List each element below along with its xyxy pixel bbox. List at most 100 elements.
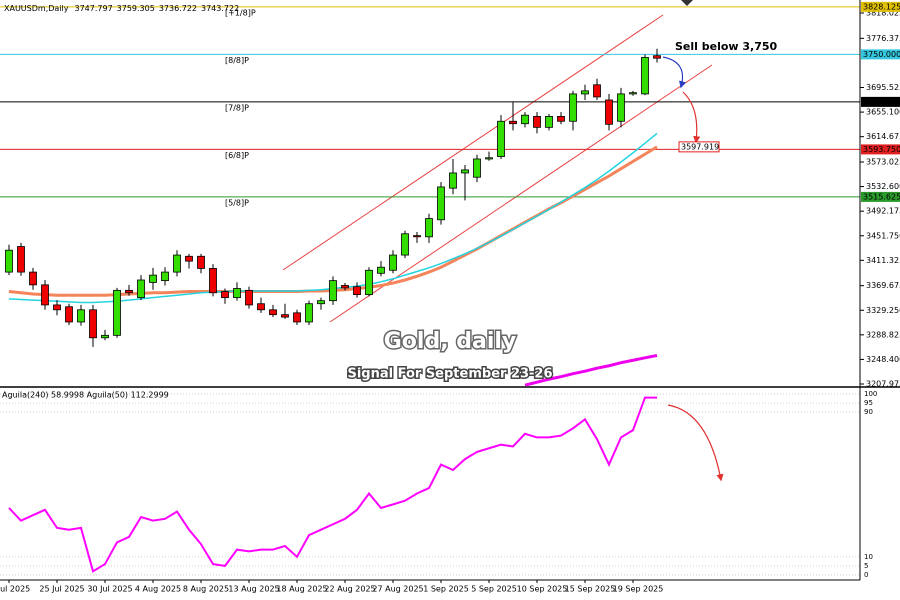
candle-body [629, 92, 637, 95]
candle-body [425, 218, 433, 238]
oscillator-line [8, 396, 657, 573]
y-tick-label: 3329.250 [866, 306, 900, 315]
candle-body [377, 266, 385, 274]
arrow [682, 91, 701, 144]
candle-body [605, 99, 613, 125]
y-tick-label: 3207.975 [866, 380, 900, 389]
y-tick-label: 3818.025 [866, 8, 900, 17]
candle-body [233, 288, 241, 299]
y-tick-label: 0 [864, 571, 868, 579]
y-tick-label: 3695.525 [866, 83, 900, 92]
candle-body [329, 280, 337, 302]
channel-line [282, 14, 664, 271]
x-tick-label: 5 Sep 2025 [471, 585, 517, 594]
axes: 3207.975 3248.400 3288.825 3329.250 3369.675… [0, 0, 900, 583]
candle-body [569, 93, 577, 122]
candle-body [281, 314, 289, 318]
arrow [662, 56, 687, 89]
candle-body [77, 309, 85, 323]
candle-body [173, 254, 181, 273]
y-tick-label: 3614.675 [866, 132, 900, 141]
y-tick-label: 3451.750 [866, 231, 900, 240]
y-tick-label: 3369.675 [866, 281, 900, 290]
candle-body [461, 169, 469, 174]
candle-body [149, 274, 157, 283]
candle-body [89, 309, 97, 339]
candle-body [101, 334, 109, 339]
candle-body [497, 120, 505, 157]
level-box [861, 1, 900, 12]
level-box [861, 49, 900, 60]
chart-subtitle: Signal For September 23-26 [347, 367, 552, 382]
header: XAUUSDm,Daily 3747.797 3759.305 3736.722 374… [4, 4, 239, 13]
level-label: [+1/8]P [225, 8, 256, 17]
level-label: [8/8]P [225, 56, 249, 65]
x-tick-label: 15 Sep 2025 [565, 585, 616, 594]
candle-body [341, 285, 349, 289]
y-tick-label: 3411.325 [866, 256, 900, 265]
y-tick-label: 3492.175 [866, 207, 900, 216]
candle-body [437, 186, 445, 221]
candle-body [653, 55, 661, 59]
candle-body [161, 271, 169, 282]
close-value: 3743.722 [201, 4, 239, 13]
x-tick-label: 8 Aug 2025 [183, 585, 229, 594]
x-tick-label: 1 Sep 2025 [423, 585, 469, 594]
moving-average [524, 353, 658, 386]
candle-body [41, 284, 49, 306]
y-tick-label: 100 [864, 390, 877, 398]
level-label: [5/8]P [225, 198, 249, 207]
x-tick-label: 13 Aug 2025 [228, 585, 279, 594]
candle-body [17, 246, 25, 273]
candle-body [125, 289, 133, 294]
y-tick-label: 3655.100 [866, 108, 900, 117]
y-tick-label: 3288.825 [866, 330, 900, 339]
y-tick-label: 95 [864, 399, 873, 407]
candle-body [545, 116, 553, 128]
oscillator-pane [0, 393, 860, 576]
x-tick-label: 27 Aug 2025 [372, 585, 423, 594]
x-tick-label: 10 Sep 2025 [517, 585, 568, 594]
level-box [861, 96, 900, 107]
level-value: 3750.000 [863, 50, 900, 59]
y-tick-label: 3532.600 [866, 182, 900, 191]
x-tick-label: 25 Jul 2025 [39, 585, 84, 594]
candle-body [65, 306, 73, 323]
x-tick-label: 18 Aug 2025 [276, 585, 327, 594]
x-tick-label: 19 Sep 2025 [613, 585, 664, 594]
candle-body [485, 157, 493, 160]
x-tick-label: 30 Jul 2025 [87, 585, 132, 594]
candle-body [389, 254, 397, 271]
x-tick-label: Jul 2025 [0, 585, 30, 594]
level-box [861, 191, 900, 202]
ma-value-box [678, 141, 720, 153]
candle-body [197, 255, 205, 269]
candle-body [245, 289, 253, 306]
candle-body [521, 114, 529, 125]
marker-triangle [681, 0, 693, 6]
x-tick-label: 4 Aug 2025 [135, 585, 181, 594]
level-value: 3828.125 [863, 2, 900, 11]
candle-body [5, 249, 13, 273]
candle-body [317, 300, 325, 305]
candle-body [641, 57, 649, 95]
y-tick-label: 5 [864, 562, 868, 570]
candle-body [257, 303, 265, 311]
y-tick-label: 3573.025 [866, 157, 900, 166]
candle-body [269, 309, 277, 316]
level-label: [6/8]P [225, 151, 249, 160]
candle-body [557, 116, 565, 122]
level-value: 3515.625 [863, 192, 900, 201]
y-tick-label: 90 [864, 408, 873, 416]
candle-body [53, 304, 61, 311]
candle-body [473, 158, 481, 178]
candle-body [593, 84, 601, 98]
level-value: 3671.875 [863, 97, 900, 106]
candle-body [113, 289, 121, 336]
level-box [861, 144, 900, 155]
candle-body [185, 255, 193, 262]
y-tick-label: 3776.375 [866, 34, 900, 43]
candle-body [137, 279, 145, 299]
